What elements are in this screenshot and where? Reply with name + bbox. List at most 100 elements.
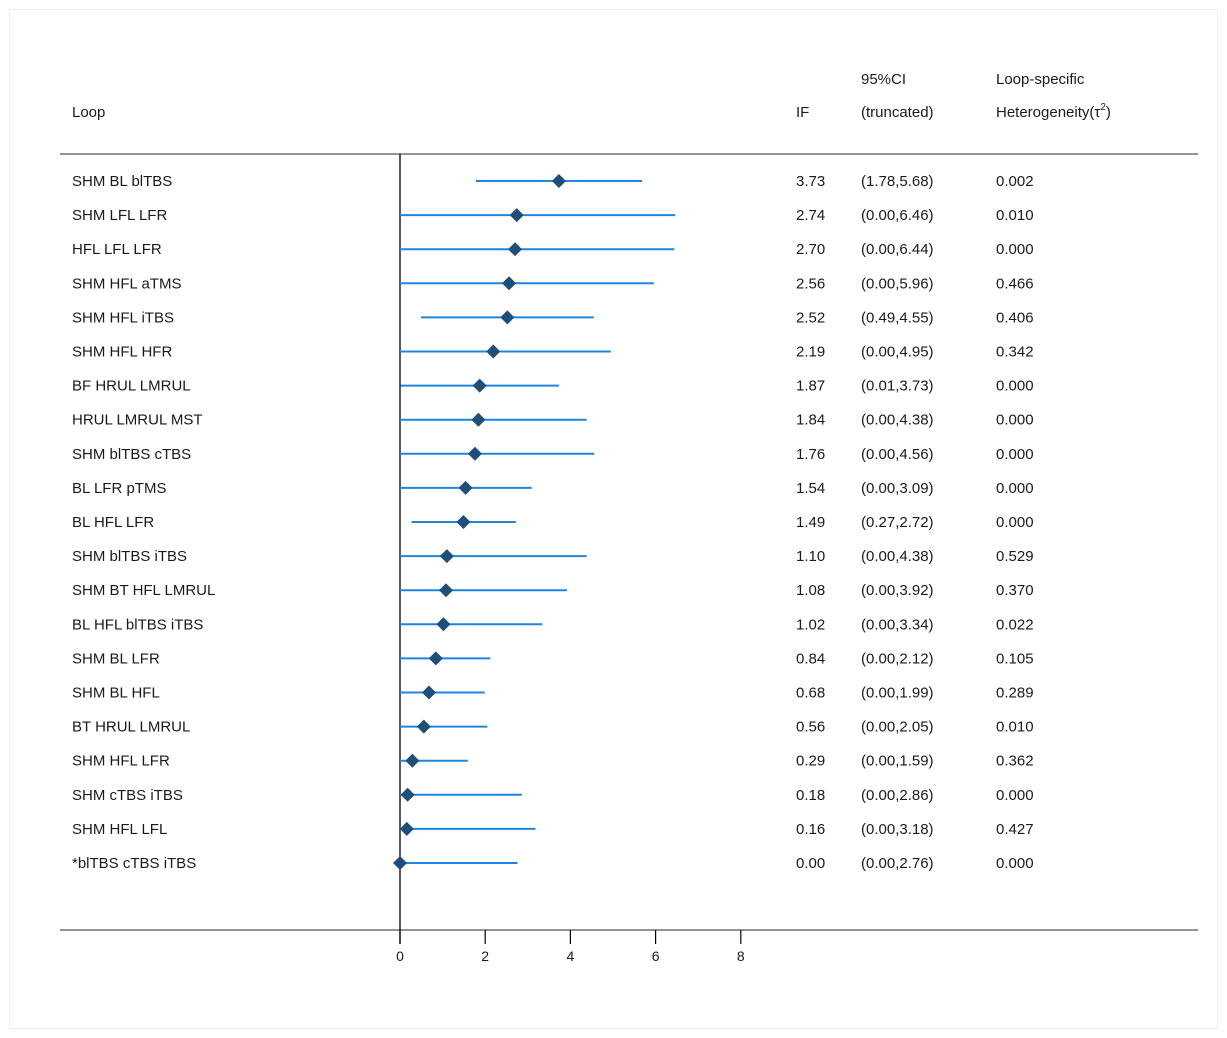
if-marker <box>458 480 473 495</box>
forest-row: BL HFL LFR 1.49 (0.27,2.72) 0.000 <box>72 514 1034 531</box>
forest-row: SHM HFL HFR 2.19 (0.00,4.95) 0.342 <box>72 344 1034 361</box>
forest-row: SHM BL HFL 0.68 (0.00,1.99) 0.289 <box>72 685 1034 702</box>
heterogeneity-value: 0.000 <box>996 787 1034 804</box>
heterogeneity-suffix: ) <box>1106 104 1111 121</box>
loop-label: BT HRUL LMRUL <box>72 719 190 736</box>
forest-row: SHM HFL LFL 0.16 (0.00,3.18) 0.427 <box>72 821 1034 838</box>
if-value: 1.08 <box>796 582 825 599</box>
loop-label: SHM HFL LFR <box>72 753 170 770</box>
if-value: 1.10 <box>796 548 825 565</box>
if-value: 1.87 <box>796 378 825 395</box>
x-tick-label: 2 <box>481 948 489 964</box>
if-marker <box>399 821 414 836</box>
heterogeneity-value: 0.529 <box>996 548 1034 565</box>
ci-value: (0.49,4.55) <box>861 309 934 326</box>
if-value: 2.74 <box>796 207 825 224</box>
if-marker <box>436 617 451 632</box>
ci-value: (0.00,6.46) <box>861 207 934 224</box>
if-value: 0.00 <box>796 855 825 872</box>
forest-row: HFL LFL LFR 2.70 (0.00,6.44) 0.000 <box>72 241 1034 258</box>
loop-label: SHM HFL LFL <box>72 821 167 838</box>
ci-value: (0.00,4.56) <box>861 446 934 463</box>
ci-header-top: 95%CI <box>861 71 906 88</box>
forest-row: SHM HFL aTMS 2.56 (0.00,5.96) 0.466 <box>72 275 1034 292</box>
heterogeneity-value: 0.427 <box>996 821 1034 838</box>
loop-label: HRUL LMRUL MST <box>72 412 203 429</box>
heterogeneity-value: 0.022 <box>996 616 1034 633</box>
if-value: 0.29 <box>796 753 825 770</box>
table-header: Loop IF 95%CI (truncated) Loop-specific … <box>72 71 1111 121</box>
loop-label: BF HRUL LMRUL <box>72 378 191 395</box>
if-value: 0.84 <box>796 650 825 667</box>
tau-superscript: 2 <box>1100 102 1106 113</box>
heterogeneity-value: 0.002 <box>996 173 1034 190</box>
x-tick-label: 8 <box>737 948 745 964</box>
heterogeneity-value: 0.362 <box>996 753 1034 770</box>
chart-frame <box>9 9 1218 1029</box>
if-value: 2.52 <box>796 309 825 326</box>
ci-value: (0.27,2.72) <box>861 514 934 531</box>
forest-row: SHM blTBS cTBS 1.76 (0.00,4.56) 0.000 <box>72 446 1034 463</box>
loop-label: SHM BL HFL <box>72 685 160 702</box>
heterogeneity-prefix: Heterogeneity( <box>996 104 1094 121</box>
forest-row: BT HRUL LMRUL 0.56 (0.00,2.05) 0.010 <box>72 719 1034 736</box>
ci-value: (0.00,2.86) <box>861 787 934 804</box>
heterogeneity-value: 0.010 <box>996 719 1034 736</box>
if-header: IF <box>796 104 809 121</box>
if-marker <box>400 787 415 802</box>
forest-row: SHM BL blTBS 3.73 (1.78,5.68) 0.002 <box>72 173 1034 190</box>
if-value: 0.56 <box>796 719 825 736</box>
forest-row: HRUL LMRUL MST 1.84 (0.00,4.38) 0.000 <box>72 412 1034 429</box>
heterogeneity-header-bottom: Heterogeneity(τ2) <box>996 102 1111 121</box>
ci-value: (0.00,5.96) <box>861 275 934 292</box>
if-value: 1.54 <box>796 480 825 497</box>
if-value: 1.84 <box>796 412 825 429</box>
if-value: 0.18 <box>796 787 825 804</box>
loop-label: BL HFL LFR <box>72 514 154 531</box>
if-value: 3.73 <box>796 173 825 190</box>
loop-label: SHM blTBS cTBS <box>72 446 191 463</box>
if-value: 0.16 <box>796 821 825 838</box>
loop-label: HFL LFL LFR <box>72 241 162 258</box>
if-marker <box>551 174 566 188</box>
ci-value: (0.00,4.95) <box>861 344 934 361</box>
forest-row: SHM HFL LFR 0.29 (0.00,1.59) 0.362 <box>72 753 1034 770</box>
forest-row: SHM BT HFL LMRUL 1.08 (0.00,3.92) 0.370 <box>72 582 1034 599</box>
ci-value: (1.78,5.68) <box>861 173 934 190</box>
heterogeneity-value: 0.000 <box>996 378 1034 395</box>
ci-value: (0.00,2.76) <box>861 855 934 872</box>
forest-row: BL HFL blTBS iTBS 1.02 (0.00,3.34) 0.022 <box>72 616 1034 633</box>
heterogeneity-value: 0.000 <box>996 514 1034 531</box>
loop-label: SHM BL LFR <box>72 650 160 667</box>
heterogeneity-value: 0.406 <box>996 309 1034 326</box>
tau-symbol: τ <box>1094 104 1100 121</box>
if-value: 2.56 <box>796 275 825 292</box>
ci-value: (0.00,3.18) <box>861 821 934 838</box>
if-value: 2.19 <box>796 344 825 361</box>
ci-value: (0.00,3.09) <box>861 480 934 497</box>
heterogeneity-value: 0.342 <box>996 344 1034 361</box>
if-marker <box>439 583 454 598</box>
loop-label: *blTBS cTBS iTBS <box>72 855 196 872</box>
if-value: 0.68 <box>796 685 825 702</box>
ci-value: (0.00,2.12) <box>861 650 934 667</box>
if-marker <box>486 344 501 359</box>
forest-row: SHM blTBS iTBS 1.10 (0.00,4.38) 0.529 <box>72 548 1034 565</box>
forest-row: BL LFR pTMS 1.54 (0.00,3.09) 0.000 <box>72 480 1034 497</box>
if-marker <box>416 719 431 734</box>
heterogeneity-value: 0.000 <box>996 480 1034 497</box>
ci-value: (0.00,3.34) <box>861 616 934 633</box>
if-marker <box>467 446 482 461</box>
loop-label: SHM HFL aTMS <box>72 275 181 292</box>
heterogeneity-value: 0.105 <box>996 650 1034 667</box>
if-marker <box>500 310 515 325</box>
loop-label: SHM HFL iTBS <box>72 309 174 326</box>
if-value: 1.76 <box>796 446 825 463</box>
ci-value: (0.00,1.59) <box>861 753 934 770</box>
heterogeneity-value: 0.000 <box>996 412 1034 429</box>
if-value: 1.49 <box>796 514 825 531</box>
heterogeneity-value: 0.289 <box>996 685 1034 702</box>
ci-value: (0.00,2.05) <box>861 719 934 736</box>
loop-label: SHM BL blTBS <box>72 173 172 190</box>
